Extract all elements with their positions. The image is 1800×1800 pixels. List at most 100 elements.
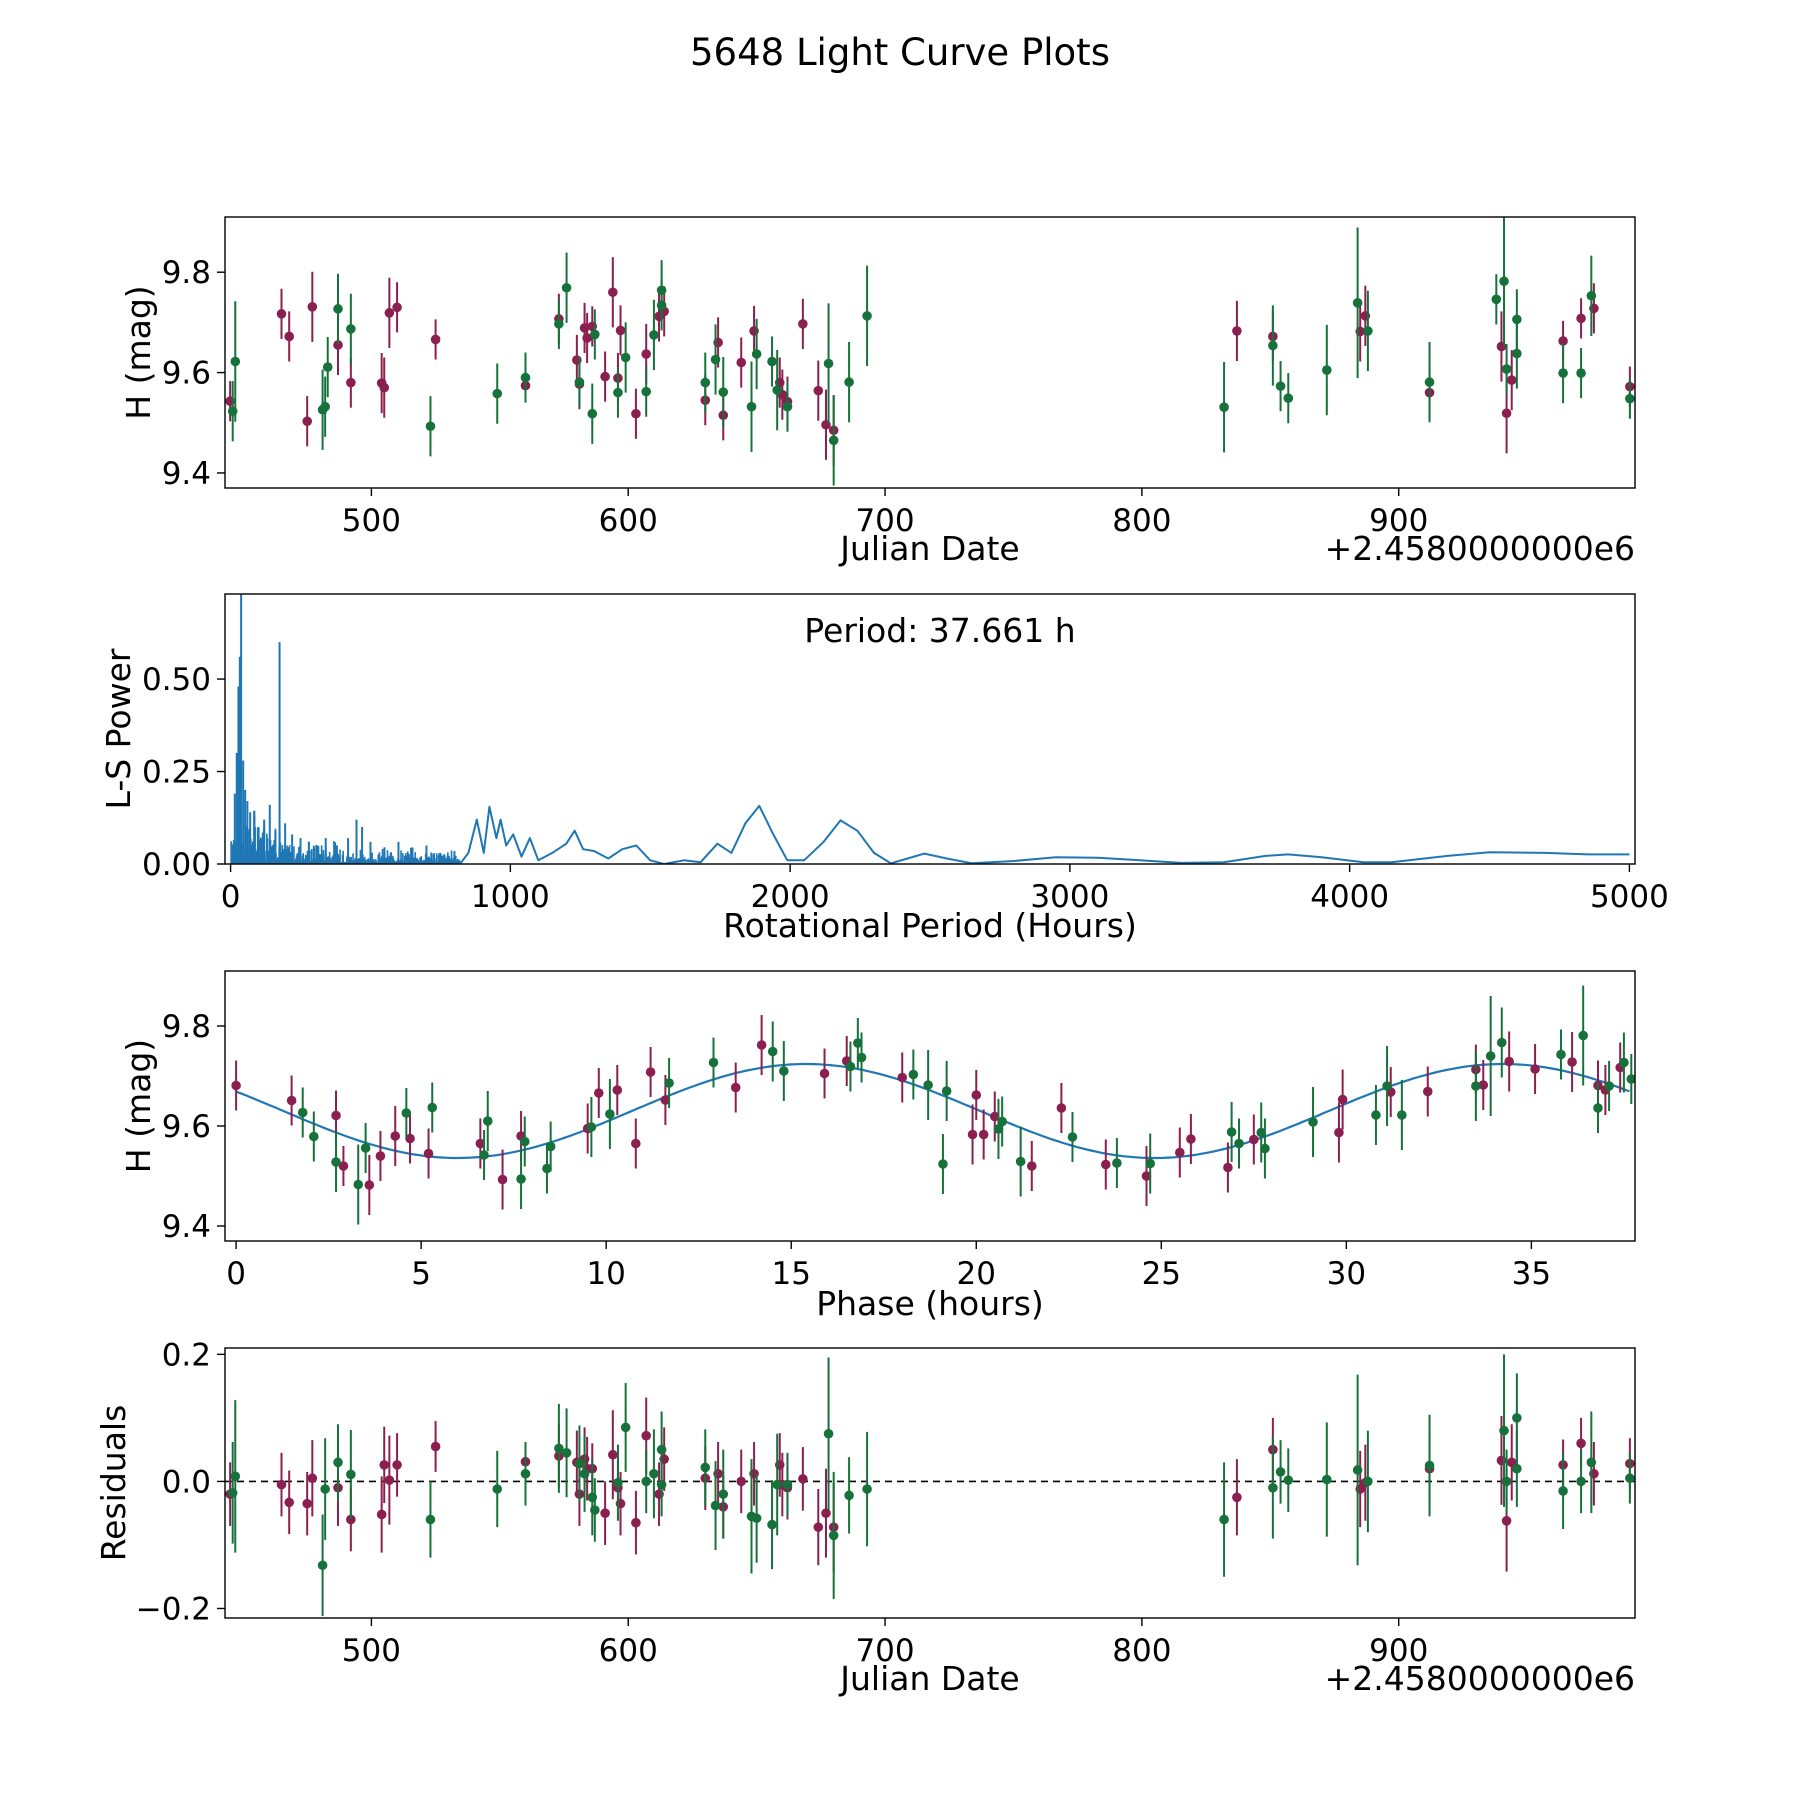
x-tick-label: 800: [1112, 503, 1171, 539]
data-point: [561, 1448, 572, 1458]
light-curve-ticks: 500 600 700 800 900 9.4 9.6 9.8: [162, 255, 1429, 539]
data-point: [1478, 1080, 1489, 1090]
data-point: [1363, 1476, 1373, 1487]
data-point: [718, 1489, 729, 1499]
data-point: [613, 387, 623, 398]
data-point: [1226, 1127, 1237, 1137]
data-point: [756, 1040, 767, 1050]
data-point: [971, 1090, 982, 1100]
data-point: [1576, 1438, 1586, 1449]
data-point: [1422, 1086, 1433, 1097]
data-point: [828, 435, 839, 446]
phased-frame: [224, 970, 1636, 1242]
data-point: [1256, 1127, 1267, 1138]
x-tick-label: 4000: [1310, 879, 1389, 915]
data-point: [828, 1530, 839, 1541]
y-tick-label: 9.6: [162, 356, 211, 392]
data-point: [590, 329, 600, 340]
periodogram-line: [459, 804, 1630, 864]
data-point: [1334, 1127, 1344, 1138]
data-point: [779, 1066, 789, 1076]
data-point: [1322, 1474, 1332, 1485]
data-point: [1112, 1158, 1122, 1168]
data-point: [587, 408, 598, 419]
data-point: [430, 1441, 441, 1452]
data-point: [338, 1161, 349, 1171]
y-tick-label: 9.4: [162, 456, 211, 492]
data-point: [276, 309, 287, 319]
data-point: [492, 388, 503, 399]
data-point: [1558, 336, 1568, 346]
data-point: [1424, 1460, 1435, 1471]
data-point: [819, 1068, 830, 1079]
data-point: [997, 1116, 1007, 1127]
data-point: [392, 302, 402, 313]
x-tick-label: 15: [771, 1256, 810, 1292]
data-point: [333, 1457, 343, 1468]
data-point: [482, 1116, 493, 1126]
x-tick-label: 700: [855, 1633, 914, 1669]
data-point: [1501, 1516, 1512, 1526]
periodogram-panel: 0 1000 2000 3000 4000 5000 0.00 0.25 0.50 Rotati…: [99, 593, 1669, 945]
data-point: [582, 333, 592, 343]
phased-panel: 0 5 10 15 20 25 30 35 9.4 9.6 9.8 Phase (hours) H …: [119, 970, 1636, 1323]
x-tick-label: 0: [221, 879, 241, 915]
y-tick-label: 9.8: [162, 1009, 211, 1045]
data-point: [1626, 1074, 1635, 1084]
data-point: [1506, 1457, 1517, 1468]
data-point: [427, 1102, 438, 1113]
data-point: [1363, 326, 1373, 336]
x-tick-label: 5000: [1590, 879, 1669, 915]
data-point: [331, 1157, 341, 1167]
data-point: [430, 334, 441, 345]
data-point: [923, 1080, 933, 1090]
data-point: [656, 300, 667, 311]
data-point: [479, 1150, 489, 1160]
data-point: [284, 1497, 295, 1508]
data-point: [798, 319, 808, 329]
data-point: [1530, 1064, 1540, 1074]
data-point: [1186, 1134, 1196, 1144]
x-tick-label: 0: [226, 1256, 246, 1292]
light-curve-panel: 500 600 700 800 900 9.4 9.6 9.8 Julian Date H (…: [119, 216, 1636, 568]
data-point: [554, 1443, 564, 1454]
model-fit-curve: [235, 1062, 1630, 1160]
data-point: [862, 311, 872, 321]
data-point: [284, 331, 295, 342]
x-tick-label: 1000: [471, 879, 550, 915]
data-point: [718, 387, 729, 397]
periodogram-frame: [224, 593, 1636, 865]
light-curve-ylabel: H (mag): [119, 285, 158, 419]
data-point: [320, 1484, 330, 1494]
data-point: [1558, 368, 1568, 378]
data-point: [1499, 1425, 1509, 1436]
data-point: [1593, 1103, 1603, 1113]
data-point: [390, 1131, 401, 1141]
data-point: [1175, 1147, 1185, 1158]
y-tick-label: 0.0: [162, 1464, 211, 1500]
data-point: [710, 354, 721, 365]
data-point: [1268, 340, 1278, 351]
data-point: [631, 1517, 641, 1528]
data-point: [554, 319, 564, 329]
data-point: [1026, 1161, 1037, 1171]
data-point: [1491, 294, 1502, 305]
data-point: [379, 382, 390, 393]
data-point: [1501, 1476, 1512, 1487]
data-point: [360, 1143, 371, 1153]
data-point: [333, 304, 343, 314]
data-point: [297, 1107, 308, 1118]
data-point: [1625, 393, 1635, 404]
data-point: [772, 1479, 782, 1490]
data-point: [320, 401, 330, 412]
data-point: [1268, 1482, 1278, 1493]
data-point: [641, 349, 652, 359]
x-tick-label: 30: [1327, 1256, 1366, 1292]
phased-xlabel: Phase (hours): [816, 1284, 1044, 1323]
residuals-ticks: 500 600 700 800 900 −0.2 0.0 0.2: [136, 1337, 1429, 1669]
data-point: [1576, 368, 1586, 378]
data-point: [1232, 326, 1242, 336]
data-point: [746, 401, 757, 412]
data-point: [600, 371, 610, 382]
light-curve-xlabel: Julian Date: [838, 529, 1020, 568]
